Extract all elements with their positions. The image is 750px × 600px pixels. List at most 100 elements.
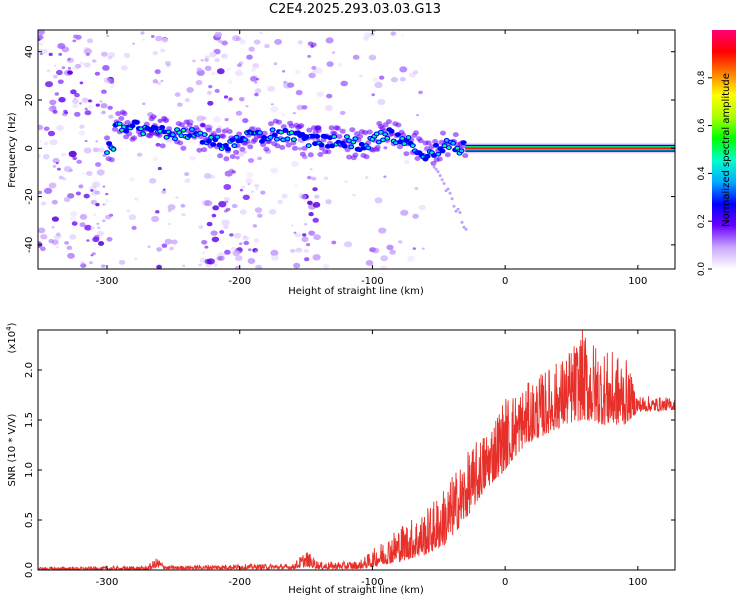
snr-yscale-exp: 4 <box>5 326 13 331</box>
noise-speckle <box>184 172 190 177</box>
signal-halo <box>462 153 469 159</box>
noise-speckle <box>297 147 302 151</box>
signal-peak <box>279 130 283 134</box>
noise-speckle <box>247 258 256 264</box>
x-tick-label: 100 <box>628 276 647 287</box>
noise-speckle <box>78 184 84 189</box>
noise-speckle <box>69 216 77 222</box>
signal-peak <box>385 136 390 140</box>
noise-speckle <box>71 221 78 226</box>
signal-peak <box>158 129 162 133</box>
noise-speckle <box>221 40 228 46</box>
noise-speckle <box>79 213 88 220</box>
noise-speckle <box>223 225 229 230</box>
noise-speckle <box>56 125 64 131</box>
spectrogram-ylabel: Frequency (Hz) <box>7 112 18 188</box>
signal-tail <box>450 197 454 201</box>
noise-speckle <box>227 100 231 103</box>
noise-speckle <box>374 197 383 204</box>
noise-speckle <box>72 98 79 104</box>
signal-halo <box>460 143 467 149</box>
noise-speckle <box>58 52 63 56</box>
signal-peak <box>285 137 290 141</box>
noise-speckle <box>102 154 107 157</box>
noise-speckle <box>147 245 151 248</box>
noise-speckle <box>304 257 310 262</box>
noise-speckle <box>294 232 302 238</box>
noise-speckle <box>257 156 263 161</box>
noise-speckle <box>81 97 89 103</box>
signal-peak <box>139 127 143 131</box>
noise-speckle <box>232 35 240 42</box>
noise-speckle <box>260 190 266 195</box>
noise-speckle <box>58 175 64 180</box>
signal-core <box>388 128 395 134</box>
y-tick-label: 40 <box>24 45 35 58</box>
noise-speckle <box>246 54 253 60</box>
signal-halo <box>180 145 187 151</box>
noise-speckle <box>161 243 168 248</box>
noise-speckle <box>338 63 343 67</box>
noise-speckle <box>74 111 81 117</box>
noise-speckle <box>134 197 139 201</box>
noise-speckle <box>110 84 115 89</box>
noise-speckle <box>216 68 225 75</box>
signal-peak <box>202 133 207 137</box>
signal-halo <box>280 124 287 130</box>
noise-speckle <box>80 261 85 265</box>
noise-speckle <box>224 118 229 122</box>
snr-frame <box>37 329 676 571</box>
noise-speckle <box>57 43 66 49</box>
noise-speckle <box>70 89 77 95</box>
noise-speckle <box>72 65 80 71</box>
y-tick-label: -20 <box>24 188 35 204</box>
noise-speckle <box>48 238 54 244</box>
noise-speckle <box>214 88 220 93</box>
noise-speckle <box>254 207 263 213</box>
colorbar-label: Normalized spectral amplitude <box>721 73 732 227</box>
noise-speckle <box>301 236 309 243</box>
noise-speckle <box>43 141 49 146</box>
noise-speckle <box>243 240 250 246</box>
noise-speckle <box>121 65 128 71</box>
noise-speckle <box>235 70 243 77</box>
noise-speckle <box>226 127 229 130</box>
signal-halo <box>108 157 115 163</box>
signal-halo <box>196 147 203 153</box>
noise-speckle <box>412 247 416 250</box>
noise-speckle <box>331 240 337 245</box>
noise-speckle <box>255 77 260 81</box>
spectrogram-heatmap <box>38 30 675 269</box>
noise-speckle <box>206 221 213 227</box>
signal-halo <box>334 125 341 131</box>
noise-speckle <box>344 180 348 184</box>
signal-tail <box>454 209 458 213</box>
noise-speckle <box>295 89 303 96</box>
noise-speckle <box>67 66 72 70</box>
noise-speckle <box>106 34 110 37</box>
noise-speckle <box>93 213 97 217</box>
signal-peak <box>181 128 186 132</box>
noise-speckle <box>82 172 85 175</box>
noise-speckle <box>184 98 190 103</box>
noise-speckle <box>167 222 172 226</box>
noise-speckle <box>203 173 212 179</box>
noise-speckle <box>207 100 214 106</box>
signal-tail <box>446 187 450 191</box>
noise-speckle <box>140 31 145 35</box>
noise-speckle <box>177 102 183 107</box>
signal-halo <box>115 111 122 117</box>
noise-speckle <box>53 64 57 67</box>
noise-speckle <box>383 146 388 150</box>
y-tick-label: 1.5 <box>24 412 35 428</box>
noise-speckle <box>344 241 353 248</box>
noise-speckle <box>389 249 396 255</box>
noise-speckle <box>60 152 67 157</box>
signal-halo <box>397 144 403 150</box>
noise-speckle <box>49 139 58 146</box>
noise-speckle <box>312 187 318 192</box>
colorbar: 0.0 0.2 0.4 0.6 0.8 Normalized spectral ampl… <box>697 30 736 276</box>
signal-peak <box>122 125 126 129</box>
signal-peak <box>411 144 415 148</box>
noise-speckle <box>404 160 410 165</box>
